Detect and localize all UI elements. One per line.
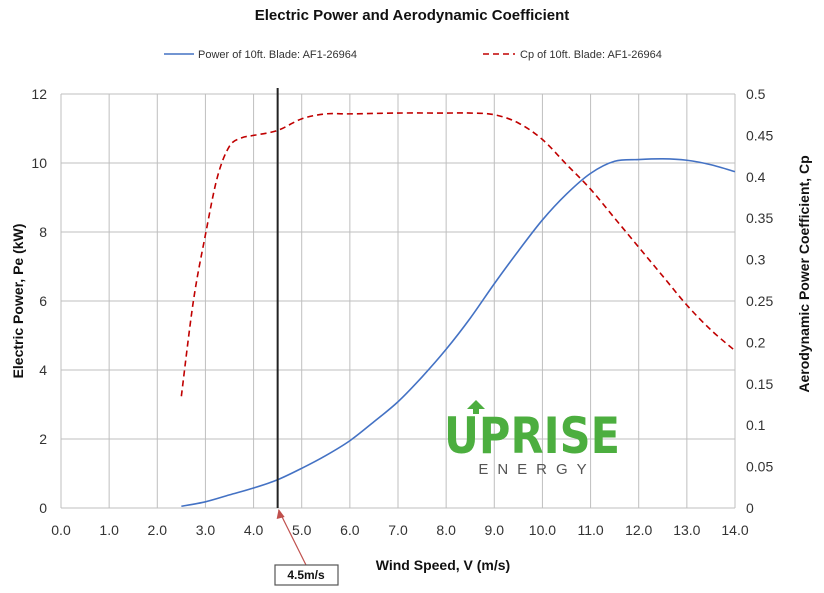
x-tick-label-5: 5.0	[292, 522, 312, 538]
x-tick-label-12: 12.0	[625, 522, 652, 538]
y-right-tick-label-6: 0.3	[746, 252, 766, 268]
x-tick-label-13: 13.0	[673, 522, 700, 538]
x-tick-label-8: 8.0	[436, 522, 456, 538]
legend: Power of 10ft. Blade: AF1-26964 Cp of 10…	[164, 49, 662, 61]
y-right-tick-label-5: 0.25	[746, 293, 773, 309]
y-left-tick-label-0: 0	[39, 500, 47, 516]
y-left-tick-label-3: 6	[39, 293, 47, 309]
logo-arrow-icon	[467, 400, 485, 414]
x-tick-label-11: 11.0	[577, 522, 603, 538]
power-series-line	[181, 158, 736, 508]
y-right-tick-label-4: 0.2	[746, 334, 766, 350]
y-left-tick-label-6: 12	[31, 86, 47, 102]
cp-series-line	[180, 112, 736, 397]
y-left-axis-ticks: 0 2 4 6 8 10 12	[31, 86, 47, 516]
y-right-tick-label-1: 0.05	[746, 459, 773, 475]
y-left-tick-label-5: 10	[31, 155, 47, 171]
x-tick-label-4: 4.0	[244, 522, 264, 538]
x-tick-label-7: 7.0	[388, 522, 408, 538]
y-right-tick-label-8: 0.4	[746, 169, 766, 185]
callout-label: 4.5m/s	[287, 568, 325, 582]
marker-callout: 4.5m/s	[274, 509, 339, 586]
y-right-axis-ticks: 0 0.05 0.1 0.15 0.2 0.25 0.3 0.35 0.4 0.45 0.5	[746, 86, 773, 516]
y-right-tick-label-2: 0.1	[746, 417, 766, 433]
y-right-axis-title: Aerodynamic Power Coefficient, Cp	[796, 155, 812, 392]
x-tick-label-3: 3.0	[196, 522, 216, 538]
uprise-energy-logo: UPRISE ENERGY	[444, 400, 620, 478]
logo-sub-text: ENERGY	[478, 461, 595, 478]
callout-arrowhead-icon	[276, 509, 285, 519]
y-right-tick-label-3: 0.15	[746, 376, 773, 392]
y-right-tick-label-7: 0.35	[746, 210, 773, 226]
y-right-tick-label-0: 0	[746, 500, 754, 516]
chart-title: Electric Power and Aerodynamic Coefficie…	[255, 7, 570, 24]
grid	[60, 93, 736, 509]
y-left-tick-label-4: 8	[39, 224, 47, 240]
x-tick-label-6: 6.0	[340, 522, 360, 538]
callout-box	[274, 564, 339, 586]
x-tick-label-1: 1.0	[99, 522, 119, 538]
callout-pointer	[278, 509, 307, 566]
series-layer	[180, 112, 736, 508]
y-left-axis-title: Electric Power, Pe (kW)	[10, 224, 26, 379]
x-axis-title: Wind Speed, V (m/s)	[376, 557, 510, 573]
x-tick-label-2: 2.0	[148, 522, 168, 538]
y-left-tick-label-2: 4	[39, 362, 47, 378]
x-axis-ticks: 0.0 1.0 2.0 3.0 4.0 5.0 6.0 7.0 8.0 9.0 10.0 11.0 12…	[51, 522, 749, 538]
legend-power-label: Power of 10ft. Blade: AF1-26964	[198, 49, 357, 61]
x-tick-label-9: 9.0	[485, 522, 505, 538]
y-right-tick-label-10: 0.5	[746, 86, 766, 102]
y-left-tick-label-1: 2	[39, 431, 47, 447]
logo-main-text: UPRISE	[444, 407, 620, 465]
x-tick-label-0: 0.0	[51, 522, 71, 538]
legend-cp-label: Cp of 10ft. Blade: AF1-26964	[520, 49, 662, 61]
x-tick-label-10: 10.0	[529, 522, 556, 538]
y-right-tick-label-9: 0.45	[746, 127, 773, 143]
x-tick-label-14: 14.0	[721, 522, 748, 538]
